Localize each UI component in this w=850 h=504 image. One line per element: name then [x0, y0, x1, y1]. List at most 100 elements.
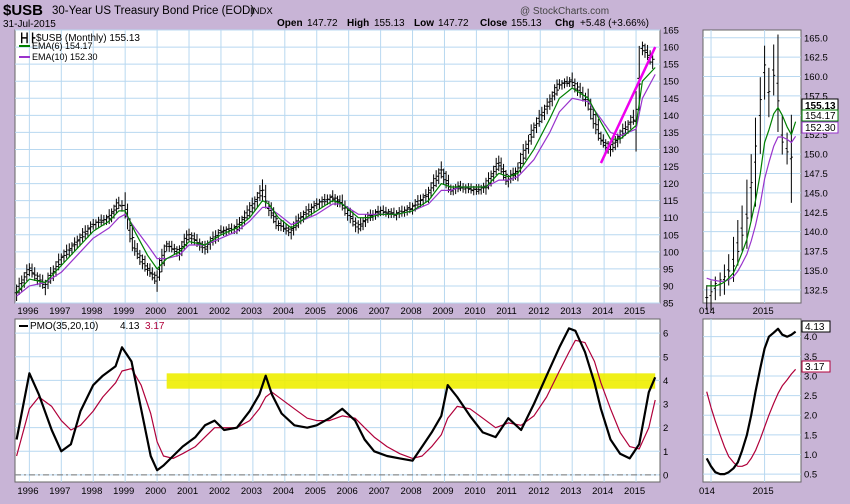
- price-ohlc-bar: [24, 264, 29, 282]
- price-ohlc-bar: [386, 208, 391, 219]
- zoom-price-ytick-label: 137.5: [804, 247, 828, 258]
- price-ohlc-bar: [77, 233, 82, 247]
- price-ohlc-bar: [35, 272, 40, 286]
- zoom-price-ytick-label: 165.0: [804, 33, 828, 44]
- legend-pmo-value: 4.13: [120, 321, 140, 332]
- support-trendline: [599, 46, 657, 164]
- price-ohlc-bar: [72, 237, 77, 251]
- zoom-price-xtick-label: 2015: [753, 306, 774, 317]
- price-xtick-label: 1999: [113, 306, 134, 317]
- price-ohlc-bar: [116, 196, 121, 209]
- price-xtick-label: 2011: [496, 306, 516, 317]
- price-ohlc-bar: [356, 220, 361, 234]
- price-ohlc-bar: [132, 240, 137, 256]
- price-ohlc-bar: [250, 197, 255, 214]
- pmo-xtick-label: 2012: [528, 486, 549, 497]
- price-ohlc-bar: [284, 223, 289, 235]
- price-ytick-label: 105: [663, 230, 679, 241]
- price-ohlc-bar: [147, 263, 152, 277]
- price-ytick-label: 120: [663, 179, 679, 190]
- price-ohlc-bar: [439, 161, 444, 179]
- price-ohlc-bar: [312, 200, 317, 214]
- zoom-pmo-xtick-label: 2015: [753, 486, 774, 497]
- zoom-ohlc-bar: [785, 132, 789, 165]
- price-ytick-label: 145: [663, 94, 679, 105]
- price-ohlc-bar: [322, 193, 327, 206]
- price-ohlc-bar: [626, 120, 631, 134]
- price-ytick-label: 100: [663, 247, 679, 258]
- zoom-ohlc-bar: [763, 45, 767, 100]
- zoom-price-ytick-label: 132.5: [804, 285, 828, 296]
- zoom-price-ytick-label: 160.0: [804, 72, 828, 83]
- price-ohlc-bar: [598, 131, 603, 146]
- price-ohlc-bar: [187, 228, 192, 242]
- price-ytick-label: 110: [663, 213, 678, 224]
- quote-chg-label: Chg: [555, 18, 574, 29]
- zoom-ohlc-bar: [776, 34, 780, 132]
- price-ohlc-bar: [631, 109, 636, 125]
- price-ohlc-bar: [306, 203, 311, 217]
- price-ohlc-bar: [363, 214, 368, 228]
- zoom-pmo-ytick-label: 4.0: [804, 332, 817, 343]
- legend-pmo-label: PMO(35,20,10): [30, 321, 98, 332]
- pmo-xtick-label: 1998: [81, 486, 102, 497]
- pmo-ytick-label: 2: [663, 423, 668, 434]
- price-ohlc-bar: [174, 246, 179, 257]
- price-ohlc-bar: [529, 124, 534, 145]
- price-ohlc-bar: [142, 255, 147, 272]
- price-xtick-label: 2014: [592, 306, 613, 317]
- price-xtick-label: 2013: [560, 306, 581, 317]
- zoom-pmo-line: [705, 327, 797, 476]
- legend-ema10-entry: EMA(10) 152.30: [19, 52, 98, 62]
- price-ohlc-bar: [99, 214, 104, 226]
- legend-price-entry: ┣┫┣ $USB (Monthly) 155.13: [19, 32, 140, 44]
- axis-label-layer: 8590951001051101151201251301351401451501…: [17, 26, 827, 498]
- price-ohlc-bar: [96, 216, 101, 228]
- quote-high-value: 155.13: [374, 18, 405, 29]
- price-xtick-label: 2003: [241, 306, 262, 317]
- price-ohlc-bar: [481, 182, 486, 193]
- price-ohlc-bar: [542, 104, 547, 121]
- price-xtick-label: 2010: [464, 306, 485, 317]
- price-ytick-label: 135: [663, 128, 679, 139]
- price-ohlc-bar: [152, 271, 157, 285]
- zoom-ohlc-bar: [767, 67, 771, 118]
- price-xtick-label: 2000: [145, 306, 166, 317]
- price-ytick-label: 140: [663, 111, 679, 122]
- price-ohlc-bar: [405, 205, 410, 216]
- pmo-xtick-label: 2006: [337, 486, 358, 497]
- price-ytick-label: 125: [663, 162, 679, 173]
- badge-ema6-box: [801, 109, 839, 122]
- price-ytick-label: 130: [663, 145, 679, 156]
- pmo-xtick-label: 2011: [496, 486, 516, 497]
- price-ohlc-bar: [135, 243, 140, 260]
- pmo-xtick-label: 1999: [113, 486, 134, 497]
- price-ohlc-bar: [109, 208, 114, 223]
- price-ohlc-bar: [521, 144, 526, 165]
- price-ytick-label: 150: [663, 77, 679, 88]
- price-ytick-label: 90: [663, 281, 674, 292]
- pmo-xtick-label: 2014: [592, 486, 613, 497]
- price-ohlc-bar: [578, 82, 583, 98]
- zoom-price-ytick-label: 135.0: [804, 266, 828, 277]
- price-ohlc-bar: [415, 195, 420, 209]
- zoom-ema6-line: [706, 107, 797, 287]
- badge-signal-box: [801, 360, 831, 373]
- price-ohlc-bar: [531, 122, 536, 139]
- price-ytick-label: 160: [663, 43, 679, 54]
- price-ohlc-bar: [298, 212, 303, 225]
- zoom-pmo-ytick-label: 3.5: [804, 352, 817, 363]
- price-xtick-label: 2012: [528, 306, 549, 317]
- legend-pmo-signal: 3.17: [145, 321, 165, 332]
- pmo-signal-line: [16, 339, 656, 459]
- price-ohlc-bar: [591, 108, 596, 129]
- price-ohlc-bar: [469, 183, 474, 194]
- pmo-panel: [14, 318, 661, 483]
- price-ohlc-bar: [137, 249, 142, 265]
- price-ohlc-bar: [615, 133, 620, 148]
- legend-ema10-text: EMA(10) 152.30: [32, 52, 98, 62]
- price-ohlc-bar: [260, 179, 265, 202]
- quote-high-label: High: [347, 18, 369, 29]
